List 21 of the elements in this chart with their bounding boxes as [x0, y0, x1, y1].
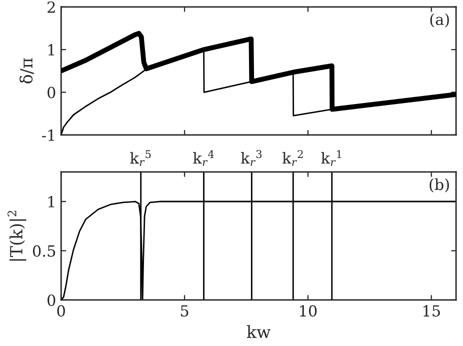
- y-tick-label: 1: [48, 44, 54, 56]
- y-axis-title: δ/π: [20, 58, 34, 84]
- x-tick-label: 10: [300, 305, 317, 317]
- y-tick-label: 1: [48, 196, 54, 208]
- y-axis-title: |T(k)|$^{2}$: [8, 210, 26, 261]
- ref-line-label: k$_{r}$$^{3}$: [240, 150, 262, 166]
- ref-line-label: k$_{r}$$^{4}$: [193, 150, 214, 166]
- annotation: (a): [430, 13, 449, 28]
- ref-line-label: k$_{r}$$^{1}$: [321, 150, 342, 166]
- ref-line-label: k$_{r}$$^{2}$: [282, 150, 303, 166]
- x-tick-label: 0: [57, 305, 65, 317]
- y-tick-label: 0: [48, 86, 56, 98]
- y-tick-label: 0: [48, 294, 56, 306]
- y-tick-label: 0.5: [32, 245, 56, 257]
- y-tick-label: 2: [48, 1, 55, 13]
- x-tick-label: 5: [180, 305, 188, 317]
- ref-line-label: k$_{r}$$^{5}$: [130, 150, 151, 166]
- y-tick-label: -1: [42, 129, 54, 141]
- x-axis-title: kw: [246, 325, 271, 338]
- annotation: (b): [430, 178, 449, 192]
- x-tick-label: 15: [424, 305, 440, 317]
